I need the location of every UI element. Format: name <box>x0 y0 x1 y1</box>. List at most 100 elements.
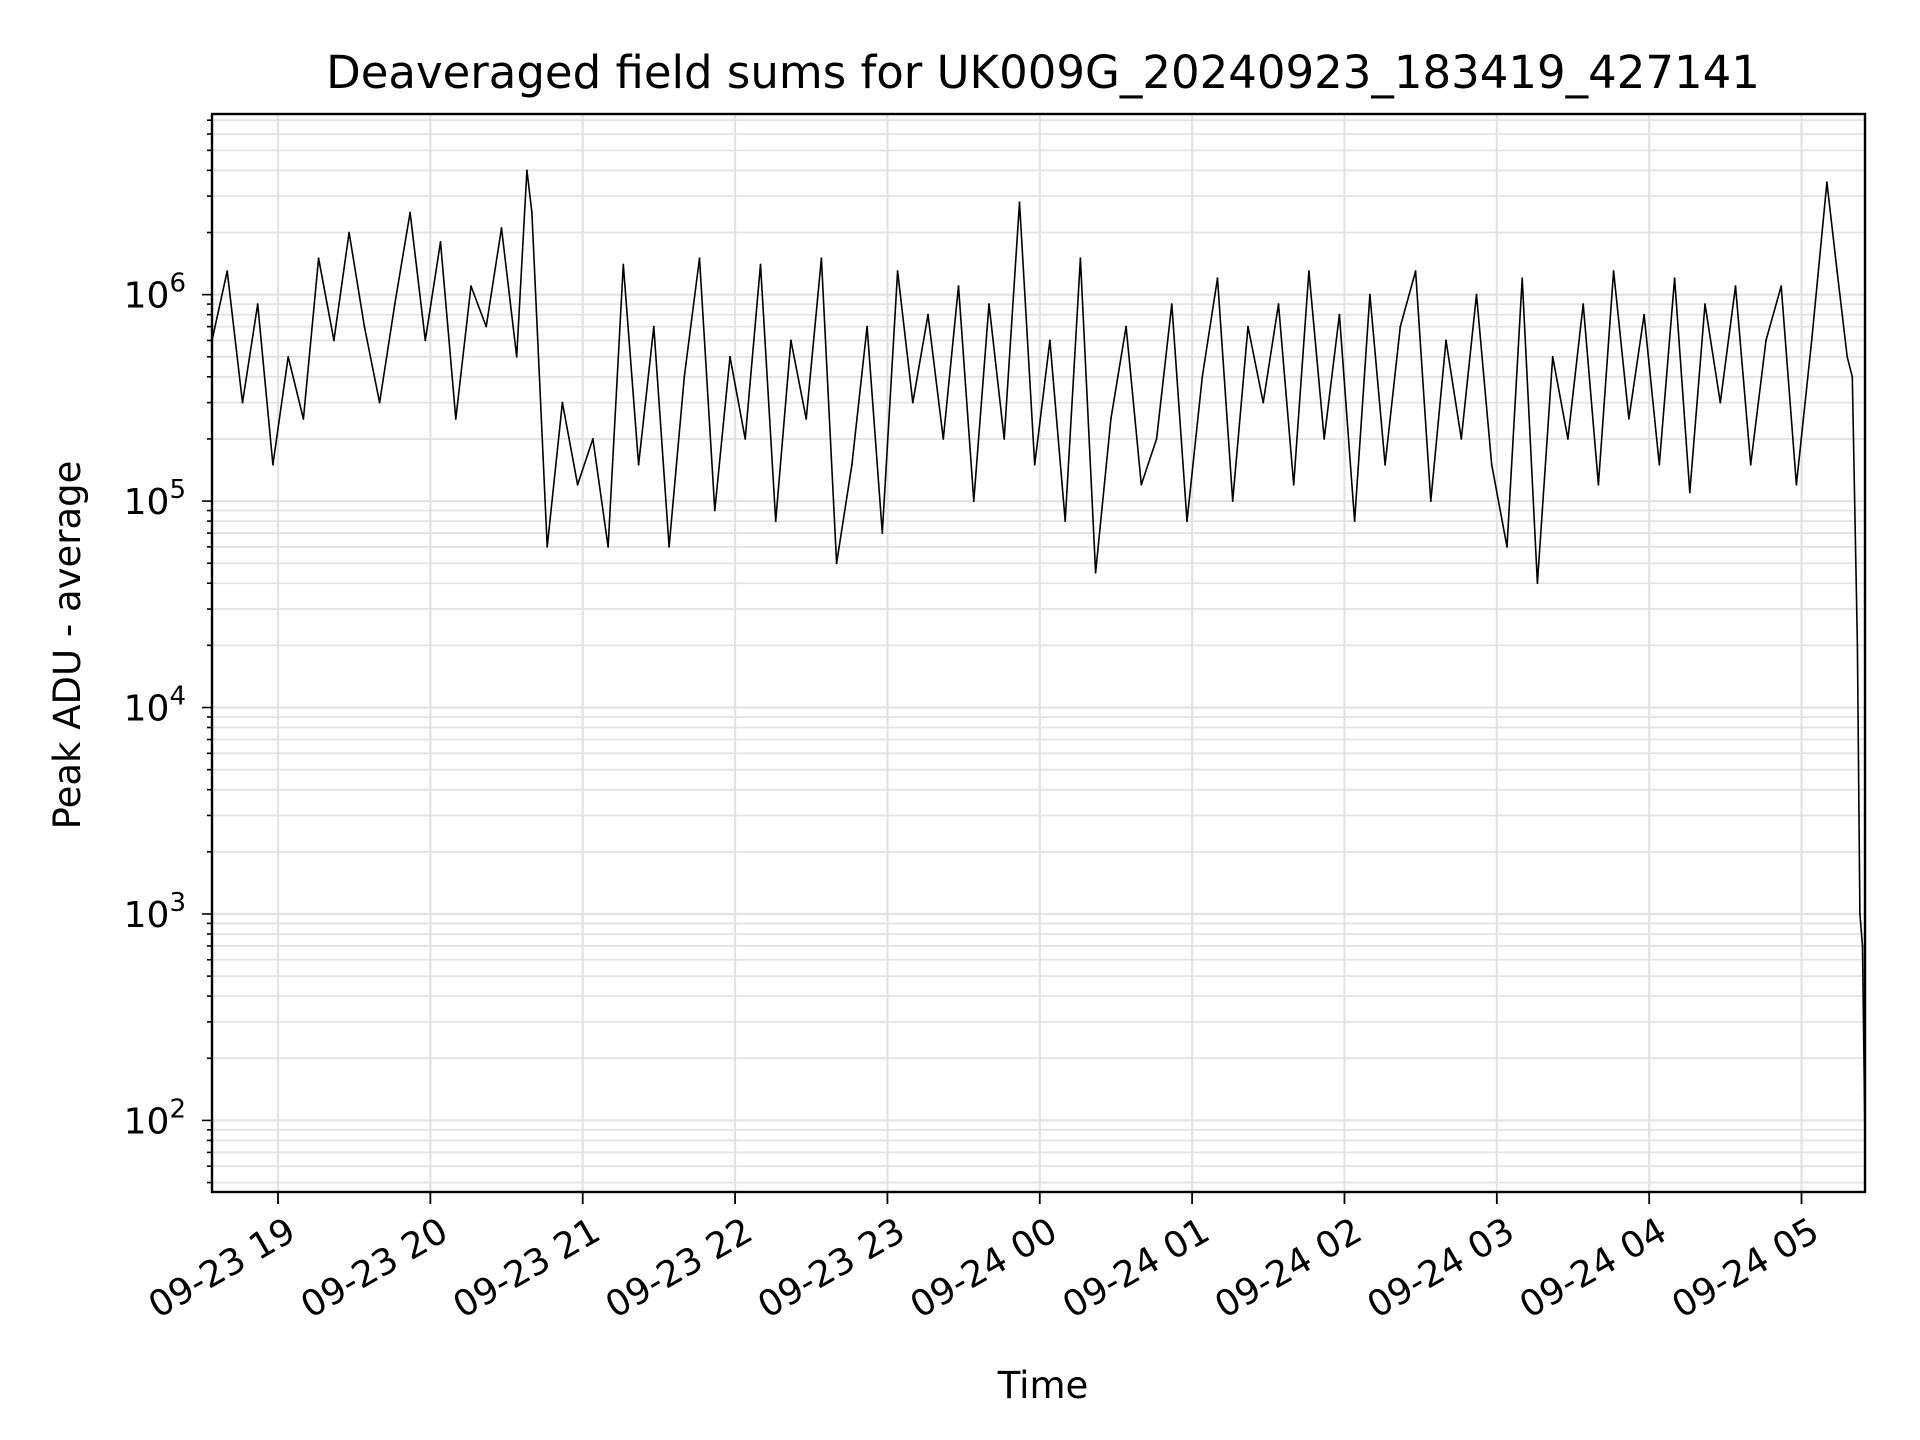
data-point <box>1673 277 1676 280</box>
data-point <box>531 211 533 214</box>
data-point <box>1567 438 1569 440</box>
data-point <box>1851 375 1854 378</box>
data-point <box>1688 491 1691 494</box>
y-tick-exponent: 5 <box>169 475 186 505</box>
data-point <box>1582 303 1585 305</box>
data-point <box>1810 339 1813 342</box>
data-point <box>1704 303 1706 305</box>
data-point <box>272 463 274 466</box>
data-point <box>1323 438 1326 440</box>
data-point <box>1445 339 1447 342</box>
data-point <box>1506 545 1508 548</box>
y-tick-exponent: 2 <box>169 1094 186 1124</box>
data-point <box>1551 355 1554 358</box>
data-point <box>1247 325 1249 328</box>
data-point <box>591 438 594 440</box>
data-point <box>317 257 320 260</box>
data-point <box>683 375 686 378</box>
data-point <box>561 401 564 404</box>
data-point <box>881 532 884 534</box>
data-point <box>1749 463 1752 466</box>
data-point <box>607 545 610 548</box>
data-point <box>1734 285 1737 288</box>
data-point <box>1140 483 1143 486</box>
data-point <box>1292 483 1295 486</box>
data-point <box>439 241 442 243</box>
data-point <box>1856 644 1859 647</box>
data-point <box>1368 293 1371 296</box>
data-point <box>1521 277 1524 280</box>
data-point <box>1460 438 1463 440</box>
y-tick-base: 10 <box>124 482 170 523</box>
data-point <box>1658 463 1661 466</box>
data-point <box>1262 401 1265 404</box>
y-axis-label: Peak ADU - average <box>46 461 89 830</box>
data-point <box>485 325 488 328</box>
data-point <box>525 169 528 172</box>
data-point <box>500 227 503 230</box>
data-point <box>1780 285 1783 288</box>
data-point <box>622 263 625 266</box>
data-point <box>1231 500 1234 502</box>
data-point <box>1353 520 1356 522</box>
data-point <box>363 325 366 328</box>
data-point <box>1643 313 1645 316</box>
data-point <box>1308 270 1310 273</box>
data-point <box>287 355 290 358</box>
data-point <box>652 325 655 328</box>
data-point <box>759 263 762 266</box>
y-tick-exponent: 3 <box>169 888 186 918</box>
data-point <box>1826 181 1828 184</box>
data-point <box>1155 438 1158 440</box>
plot-frame <box>210 112 1867 1194</box>
data-point <box>1719 401 1722 404</box>
data-point <box>1079 257 1082 260</box>
data-point <box>1338 313 1341 316</box>
data-point <box>1475 293 1478 296</box>
data-point <box>729 355 731 358</box>
data-point <box>241 401 244 404</box>
data-point <box>1399 325 1402 328</box>
data-point <box>927 313 929 316</box>
data-point <box>378 401 381 404</box>
data-point <box>1018 201 1021 204</box>
data-point <box>1109 418 1112 420</box>
data-point <box>790 339 792 342</box>
y-tick-label: 103 <box>124 888 186 936</box>
data-point <box>1064 520 1067 522</box>
data-point <box>805 418 808 420</box>
data-point <box>332 339 335 342</box>
data-point <box>744 438 747 440</box>
data-point <box>1836 270 1838 273</box>
data-point <box>1765 339 1767 342</box>
y-tick-label: 104 <box>124 682 186 730</box>
data-point <box>957 285 960 288</box>
data-point <box>348 231 351 234</box>
data-point <box>1033 463 1036 466</box>
data-point <box>1859 913 1861 915</box>
data-point <box>835 562 838 565</box>
data-point <box>988 303 990 305</box>
data-point <box>1861 945 1864 947</box>
y-tick-exponent: 6 <box>169 269 186 299</box>
data-point <box>911 401 914 404</box>
y-tick-exponent: 4 <box>169 682 186 712</box>
data-point <box>302 418 305 420</box>
data-point <box>409 211 411 214</box>
data-point <box>1597 483 1600 486</box>
data-point <box>774 520 777 522</box>
data-point <box>1186 520 1188 522</box>
data-point <box>1094 571 1097 574</box>
data-point <box>850 463 853 466</box>
chart-title: Deaveraged field sums for UK009G_2024092… <box>326 46 1760 99</box>
data-point <box>896 270 899 273</box>
data-point <box>1201 375 1204 378</box>
y-tick-base: 10 <box>124 276 170 317</box>
data-point <box>1612 270 1615 273</box>
data-point <box>1846 355 1849 358</box>
data-point <box>668 545 670 548</box>
data-point <box>820 257 823 260</box>
